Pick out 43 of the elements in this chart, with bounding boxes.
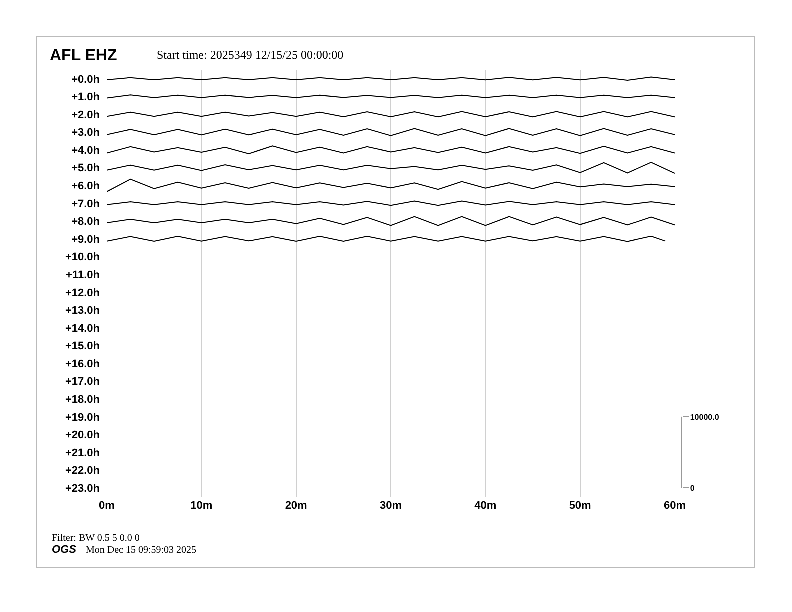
y-tick-label: +1.0h	[72, 92, 100, 104]
y-tick-label: +0.0h	[72, 74, 100, 86]
y-tick-label: +13.0h	[65, 305, 100, 318]
y-tick-label: +14.0h	[65, 322, 100, 335]
line-series	[107, 162, 675, 174]
line-series	[107, 128, 675, 136]
text: Filter: BW 0.5 5 0.0 0	[52, 533, 140, 544]
y-tick-label: +23.0h	[65, 482, 100, 495]
y-tick-label: +11.0h	[66, 269, 100, 282]
y-tick-label: +20.0h	[65, 430, 100, 442]
y-tick-label: +19.0h	[65, 412, 100, 424]
y-tick-label: +2.0h	[72, 109, 100, 122]
x-tick-label: 40m	[474, 500, 497, 512]
y-tick-label: +9.0h	[72, 234, 100, 246]
x-tick-label: 0m	[99, 500, 116, 512]
y-tick-label: +17.0h	[65, 376, 100, 388]
line-series	[107, 216, 675, 226]
y-tick-label: +6.0h	[72, 180, 100, 192]
y-tick-label: +7.0h	[72, 198, 100, 210]
line-series	[107, 178, 675, 192]
y-tick-label: +16.0h	[65, 358, 100, 370]
x-tick-label: 20m	[285, 500, 308, 512]
chart-title: AFL EHZ	[50, 48, 118, 65]
y-tick-label: +22.0h	[65, 465, 100, 478]
text: OGS	[52, 544, 78, 556]
chart-subtitle: Start time: 2025349 12/15/25 00:00:00	[157, 48, 344, 62]
x-tick-label: 30m	[380, 500, 402, 512]
y-tick-label: +21.0h	[65, 447, 100, 460]
line-series	[107, 146, 675, 154]
text: Mon Dec 15 09:59:03 2025	[86, 545, 197, 556]
y2-tick-label: 0	[690, 484, 696, 493]
y-tick-label: +15.0h	[65, 340, 100, 353]
y-tick-label: +10.0h	[65, 252, 100, 264]
y-tick-label: +18.0h	[65, 394, 100, 406]
x-tick-label: 10m	[190, 500, 213, 512]
x-tick-label: 50m	[569, 500, 592, 512]
y-tick-label: +12.0h	[65, 287, 100, 300]
y-tick-label: +8.0h	[72, 216, 100, 228]
y-tick-label: +5.0h	[72, 162, 100, 175]
y-tick-label: +3.0h	[72, 127, 100, 140]
x-tick-label: 60m	[664, 500, 686, 512]
y-tick-label: +4.0h	[72, 144, 100, 157]
y2-tick-label: 10000.0	[690, 412, 720, 422]
